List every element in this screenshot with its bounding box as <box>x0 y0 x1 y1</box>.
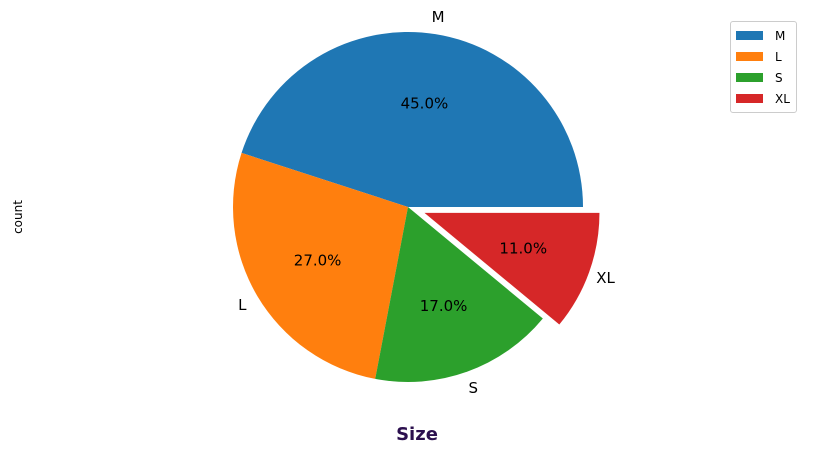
slice-label-s: S <box>468 379 478 397</box>
slice-percent-s: 17.0% <box>420 297 468 315</box>
legend-label-m: M <box>775 28 786 43</box>
slice-percent-xl: 11.0% <box>499 239 547 257</box>
slice-percent-m: 45.0% <box>401 94 449 112</box>
legend-label-l: L <box>775 49 782 64</box>
legend-swatch-m <box>736 31 763 40</box>
legend-label-xl: XL <box>775 91 790 106</box>
legend-item-xl: XL <box>736 88 792 109</box>
y-axis-label: count <box>11 200 25 234</box>
legend-item-l: L <box>736 46 792 67</box>
pie-slice-m <box>241 32 583 207</box>
legend-item-m: M <box>736 25 792 46</box>
chart-title: Size <box>396 424 438 445</box>
slice-label-xl: XL <box>596 269 615 287</box>
legend: M L S XL <box>730 21 797 113</box>
pie-slice-xl <box>424 212 600 325</box>
legend-swatch-l <box>736 52 763 61</box>
legend-swatch-xl <box>736 94 763 103</box>
slice-label-l: L <box>238 296 247 314</box>
pie-slice-s <box>375 207 543 382</box>
legend-swatch-s <box>736 73 763 82</box>
legend-item-s: S <box>736 67 792 88</box>
legend-label-s: S <box>775 70 783 85</box>
slice-label-m: M <box>432 8 445 26</box>
pie-slice-l <box>232 152 408 379</box>
slice-percent-l: 27.0% <box>294 251 342 269</box>
